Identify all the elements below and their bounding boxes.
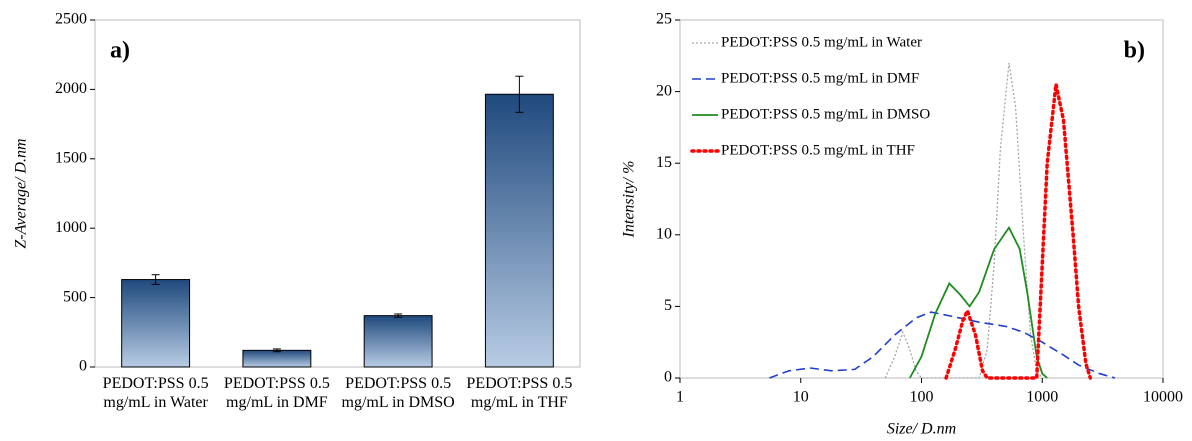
x-tick-label: PEDOT:PSS 0.5 mg/mL in THF [466,375,573,411]
panel-label: b) [1124,38,1145,64]
y-tick-label: 1500 [55,149,87,166]
y-axis-title: Intensity/ % [621,161,638,239]
y-tick-label: 25 [656,11,672,28]
y-tick-label: 2000 [55,80,87,97]
y-tick-label: 5 [664,297,672,314]
x-tick-label: 10000 [1143,389,1183,406]
bar [363,315,433,368]
x-tick-label: PEDOT:PSS 0.5 mg/mL in Water [102,375,209,411]
y-tick-label: 0 [79,358,87,375]
y-tick-label: 0 [664,369,672,386]
bar [121,279,191,368]
y-tick-label: 1000 [55,219,87,236]
y-tick-label: 2500 [55,11,87,28]
y-tick-label: 20 [656,82,672,99]
plot-frame [94,19,581,368]
x-axis-title: Size/ D.nm [887,421,956,438]
series-line [769,311,1116,379]
y-tick-label: 10 [656,225,672,242]
series-line [944,84,1093,380]
x-tick-label: 10 [793,389,809,406]
x-tick-label: PEDOT:PSS 0.5 mg/mL in DMF [223,375,330,411]
y-tick-label: 15 [656,154,672,171]
series-line [884,62,1043,379]
bar [484,93,554,368]
x-tick-label: PEDOT:PSS 0.5 mg/mL in DMSO [341,375,455,411]
legend-label: PEDOT:PSS 0.5 mg/mL in THF [721,142,915,158]
panel-label: a) [110,38,130,64]
x-tick-label: 1 [676,389,684,406]
x-tick-label: 1000 [1026,389,1058,406]
legend-label: PEDOT:PSS 0.5 mg/mL in Water [721,34,922,50]
y-tick-label: 500 [63,288,87,305]
y-axis-title: Z-Average/ D.nm [13,138,30,248]
legend-label: PEDOT:PSS 0.5 mg/mL in DMF [721,70,919,86]
bar [242,349,312,368]
series-line [909,225,1048,379]
legend-label: PEDOT:PSS 0.5 mg/mL in DMSO [721,106,930,122]
x-tick-label: 100 [910,389,934,406]
